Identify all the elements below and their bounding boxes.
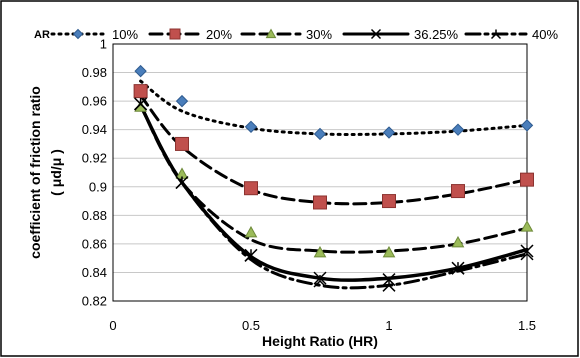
legend-label: 40% bbox=[532, 27, 558, 42]
y-axis-title: coefficient of friction ratio ( μd/μ ) bbox=[27, 86, 64, 259]
y-tick-label: 0.96 bbox=[82, 94, 107, 109]
legend-label: 36.25% bbox=[414, 27, 459, 42]
series-group bbox=[133, 64, 534, 292]
y-tick-label: 0.82 bbox=[82, 294, 107, 309]
data-point bbox=[175, 94, 189, 108]
x-axis-title: Height Ratio (HR) bbox=[262, 333, 378, 349]
data-point bbox=[520, 172, 534, 187]
data-point bbox=[175, 175, 189, 190]
data-point bbox=[451, 123, 465, 136]
y-tick-label: 0.92 bbox=[82, 151, 107, 166]
x-tick-label: 0.5 bbox=[242, 318, 260, 333]
data-point bbox=[382, 273, 396, 287]
legend-marker bbox=[265, 28, 277, 39]
data-point bbox=[134, 64, 147, 78]
y-axis-title-line2: ( μd/μ ) bbox=[48, 149, 64, 196]
data-point bbox=[382, 194, 396, 209]
legend-marker bbox=[72, 28, 84, 40]
data-point bbox=[313, 271, 327, 285]
data-point bbox=[313, 195, 327, 210]
data-point bbox=[134, 97, 148, 111]
markers-20% bbox=[133, 84, 534, 210]
y-tick-label: 1 bbox=[100, 37, 107, 52]
legend-item: 40% bbox=[464, 27, 558, 42]
legend-label: 20% bbox=[206, 27, 232, 42]
legend-item: 10% bbox=[50, 27, 138, 42]
y-tick-label: 0.9 bbox=[89, 179, 107, 194]
x-tick-label: 1 bbox=[385, 318, 392, 333]
y-tick-label: 0.98 bbox=[82, 65, 107, 80]
legend-label: 10% bbox=[112, 27, 138, 42]
data-point bbox=[451, 184, 465, 199]
markers-30% bbox=[134, 100, 534, 258]
y-tick-label: 0.86 bbox=[82, 236, 107, 251]
markers-36.25% bbox=[134, 97, 534, 287]
data-point bbox=[244, 225, 258, 238]
data-point bbox=[451, 261, 465, 275]
data-point bbox=[313, 245, 327, 258]
data-point bbox=[244, 181, 258, 196]
y-tick-label: 0.84 bbox=[82, 265, 107, 280]
y-tick-label: 0.88 bbox=[82, 208, 107, 223]
y-tick-label: 0.94 bbox=[82, 122, 107, 137]
y-axis-ticks: 0.82 0.84 0.86 0.88 0.9 0.92 0.94 0.96 0.98 1 bbox=[82, 37, 107, 309]
legend-item: 30% bbox=[240, 27, 332, 42]
legend-marker bbox=[490, 29, 502, 40]
data-point bbox=[520, 220, 534, 232]
legend-marker bbox=[169, 28, 181, 40]
legend-marker bbox=[370, 28, 382, 40]
legend-item: 36.25% bbox=[342, 27, 459, 42]
data-point bbox=[451, 235, 465, 248]
legend-label: 30% bbox=[306, 27, 332, 42]
data-point bbox=[382, 126, 396, 139]
markers-10% bbox=[134, 64, 534, 141]
data-point bbox=[382, 245, 396, 258]
data-point bbox=[244, 120, 258, 134]
x-tick-label: 1.5 bbox=[518, 318, 536, 333]
plot-area bbox=[112, 43, 528, 302]
legend-title: AR bbox=[34, 29, 50, 41]
data-point bbox=[175, 136, 189, 151]
legend-item: 20% bbox=[148, 27, 232, 42]
legend: AR 10% 20% 30% 36.25% 40% bbox=[34, 27, 558, 42]
x-tick-label: 0 bbox=[109, 318, 116, 333]
data-point bbox=[244, 248, 258, 262]
y-axis-title-line1: coefficient of friction ratio bbox=[27, 86, 43, 259]
data-point bbox=[520, 244, 534, 258]
data-point bbox=[133, 84, 148, 99]
data-point bbox=[520, 119, 534, 132]
x-axis-ticks: 0 0.5 1 1.5 bbox=[109, 318, 536, 333]
data-point bbox=[313, 127, 327, 141]
